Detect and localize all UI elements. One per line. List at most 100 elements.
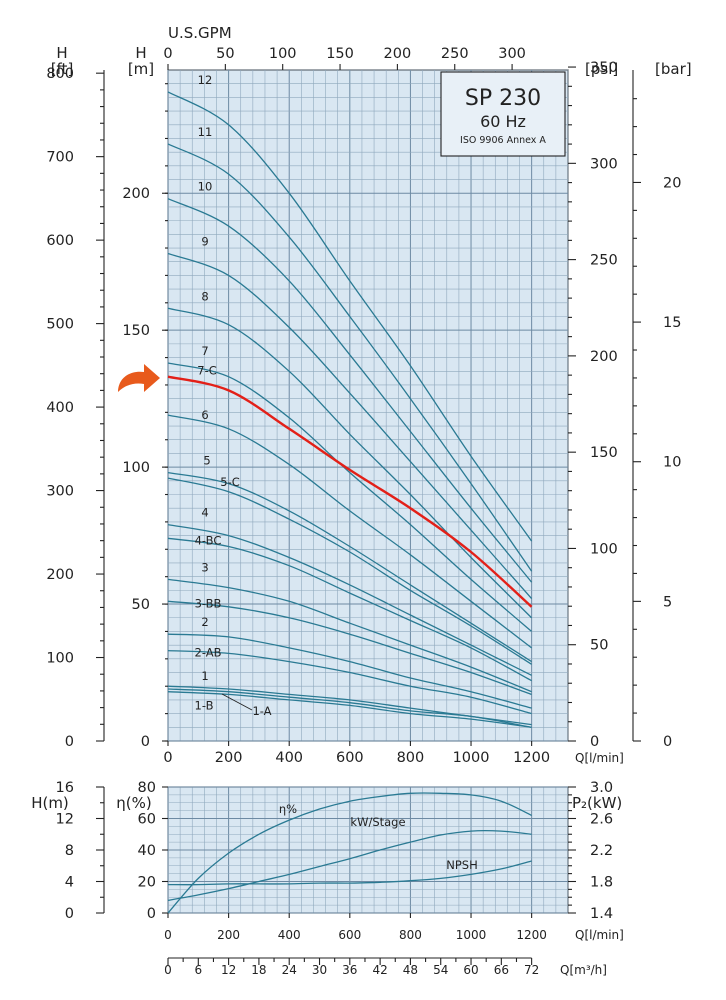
curve-label-kW/Stage: kW/Stage xyxy=(350,815,405,829)
curve-kW/Stage xyxy=(167,830,532,902)
bar-tick-label: 10 xyxy=(663,455,681,471)
npsh-tick-label: 12 xyxy=(56,812,74,828)
title-box xyxy=(440,71,566,157)
ft-tick-label: 100 xyxy=(46,651,74,667)
curve-label-8: 8 xyxy=(201,289,208,303)
ft-tick-label: 300 xyxy=(46,484,74,500)
gpm-tick-label: 0 xyxy=(163,46,172,62)
gpm-tick-label: 100 xyxy=(269,46,297,62)
npsh-tick-label: 4 xyxy=(65,875,74,891)
chart-subtitle: 60 Hz xyxy=(480,112,526,131)
m3h-tick-label: 24 xyxy=(282,963,297,977)
x-tick-label: 200 xyxy=(215,750,243,766)
curve-1-A xyxy=(167,688,532,728)
ft-tick-label: 700 xyxy=(46,150,74,166)
x-tick-label: 1200 xyxy=(516,928,547,942)
m3h-tick-label: 6 xyxy=(194,963,202,977)
p2-tick-label: 3.0 xyxy=(590,780,613,796)
curve-label-5: 5 xyxy=(203,454,210,468)
curve-6 xyxy=(167,414,532,649)
gpm-tick-label: 200 xyxy=(384,46,412,62)
x-tick-label: 1200 xyxy=(513,750,550,766)
psi-tick-label: 300 xyxy=(590,156,618,172)
eta-tick-label: 80 xyxy=(138,780,156,796)
bar-tick-label: 5 xyxy=(663,594,672,610)
chart-note: ISO 9906 Annex A xyxy=(460,135,546,146)
curve-NPSH xyxy=(167,860,532,886)
ft-tick-label: 600 xyxy=(46,233,74,249)
npsh-tick-label: 0 xyxy=(65,906,74,922)
curve-12 xyxy=(167,91,533,542)
ft-tick-label: 200 xyxy=(46,567,74,583)
curve-3-BB xyxy=(167,600,532,696)
psi-axis-label: [psi] xyxy=(585,60,618,78)
m3h-tick-label: 72 xyxy=(524,963,539,977)
npsh-axis-label: H(m) xyxy=(31,794,69,812)
pump-curves xyxy=(167,91,533,728)
x-tick-label: 1000 xyxy=(456,928,487,942)
curve-label-NPSH: NPSH xyxy=(446,858,478,872)
curve-7 xyxy=(167,362,533,632)
h-m-tick-label: 100 xyxy=(122,460,150,476)
m3h-tick-label: 60 xyxy=(463,963,478,977)
psi-tick-label: 200 xyxy=(590,349,618,365)
npsh-tick-label: 8 xyxy=(65,843,74,859)
m3h-tick-label: 18 xyxy=(251,963,266,977)
x-tick-label: 800 xyxy=(399,928,422,942)
bar-tick-label: 20 xyxy=(663,175,681,191)
curve-2-AB xyxy=(167,649,532,715)
curve-label-7: 7 xyxy=(201,344,208,358)
curve-1-B xyxy=(167,691,532,728)
eta-tick-label: 0 xyxy=(147,906,156,922)
h-m-axis-title: H xyxy=(135,44,146,62)
curve-label-10: 10 xyxy=(198,180,213,194)
curve-label-6: 6 xyxy=(201,408,208,422)
eta-axis-label: η(%) xyxy=(116,794,151,812)
ft-tick-label: 0 xyxy=(65,734,74,750)
eta-tick-label: 60 xyxy=(138,812,156,828)
curve-3 xyxy=(167,578,532,693)
gpm-tick-label: 50 xyxy=(216,46,234,62)
x-tick-label: 1000 xyxy=(453,750,490,766)
curve-label-1-B: 1-B xyxy=(195,699,214,713)
x-axis-label: Q[l/min] xyxy=(575,751,624,765)
npsh-tick-label: 16 xyxy=(56,780,74,796)
x-tick-label: 600 xyxy=(338,928,361,942)
ft-axis-unit: [ft] xyxy=(51,60,74,78)
curve-5-C xyxy=(167,477,532,665)
eta-tick-label: 20 xyxy=(138,875,156,891)
m3h-axis-label: Q[m³/h] xyxy=(560,963,607,977)
curve-label-5-C: 5-C xyxy=(220,475,240,489)
h-m-axis-unit: [m] xyxy=(128,60,154,78)
axes xyxy=(96,64,641,965)
curve-4-BC xyxy=(167,537,532,682)
highlight-arrow-icon xyxy=(118,364,160,392)
curve-5 xyxy=(167,471,532,663)
curve-label-9: 9 xyxy=(201,234,208,248)
curve-label-4: 4 xyxy=(201,506,208,520)
curve-8 xyxy=(167,307,533,619)
gpm-axis-label: U.S.GPM xyxy=(168,24,232,42)
m3h-tick-label: 36 xyxy=(342,963,357,977)
lower-grid xyxy=(167,786,569,914)
psi-tick-label: 100 xyxy=(590,541,618,557)
bar-axis-label: [bar] xyxy=(655,60,692,78)
ft-tick-label: 400 xyxy=(46,400,74,416)
curve-label-12: 12 xyxy=(198,73,213,87)
curve-η% xyxy=(167,792,532,914)
m3h-tick-label: 12 xyxy=(221,963,236,977)
x-tick-label: 800 xyxy=(397,750,425,766)
psi-tick-label: 0 xyxy=(590,734,599,750)
ft-axis-title: H xyxy=(56,44,67,62)
h-m-tick-label: 150 xyxy=(122,323,150,339)
bar-tick-label: 15 xyxy=(663,315,681,331)
p2-tick-label: 1.4 xyxy=(590,906,613,922)
m3h-tick-label: 48 xyxy=(403,963,418,977)
curve-2 xyxy=(167,633,532,709)
curve-label-1-A: 1-A xyxy=(252,704,271,718)
curve-label-11: 11 xyxy=(198,125,213,139)
m3h-tick-label: 0 xyxy=(164,963,172,977)
curve-10 xyxy=(167,198,533,583)
psi-tick-label: 150 xyxy=(590,445,618,461)
h-m-tick-label: 200 xyxy=(122,186,150,202)
